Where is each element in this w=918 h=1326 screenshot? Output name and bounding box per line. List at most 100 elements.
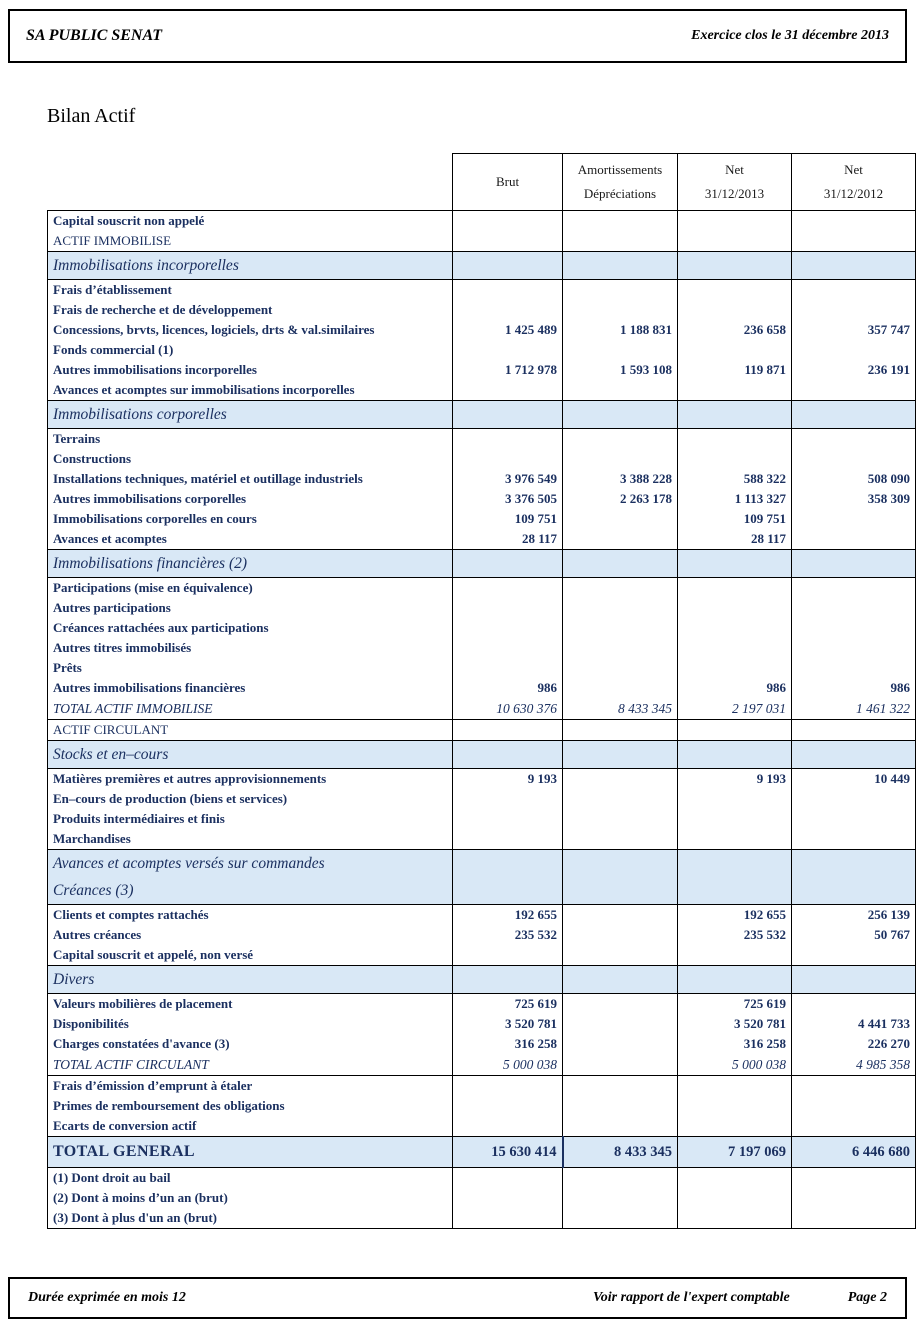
column-header-brut: Brut — [452, 153, 563, 211]
cell-brut — [452, 549, 563, 578]
row-label: Concessions, brvts, licences, logiciels,… — [47, 320, 453, 340]
cell-net-2012: 1 461 322 — [791, 698, 916, 720]
table-row: ACTIF IMMOBILISE — [47, 231, 916, 252]
cell-net-2013 — [677, 740, 792, 769]
cell-net-2012 — [791, 1208, 916, 1229]
cell-brut: 1 425 489 — [452, 320, 563, 340]
cell-net-2013 — [677, 945, 792, 966]
cell-net-2012 — [791, 618, 916, 638]
page-footer-band: Durée exprimée en mois 12 Voir rapport d… — [8, 1277, 907, 1319]
cell-net-2013 — [677, 577, 792, 598]
cell-brut: 1 712 978 — [452, 360, 563, 380]
cell-amortissements — [562, 993, 678, 1014]
cell-amortissements — [562, 549, 678, 578]
cell-amortissements — [562, 965, 678, 994]
cell-net-2012 — [791, 719, 916, 741]
page-header-band: SA PUBLIC SENAT Exercice clos le 31 déce… — [8, 9, 907, 63]
table-row: Créances (3) — [47, 877, 916, 905]
cell-net-2012: 256 139 — [791, 904, 916, 925]
cell-amortissements — [562, 1014, 678, 1034]
cell-net-2012 — [791, 658, 916, 678]
cell-amortissements: 1 593 108 — [562, 360, 678, 380]
row-label: Créances (3) — [47, 877, 453, 905]
cell-brut: 3 376 505 — [452, 489, 563, 509]
cell-net-2013: 1 113 327 — [677, 489, 792, 509]
cell-net-2012: 508 090 — [791, 469, 916, 489]
table-row: Immobilisations corporelles en cours 109 … — [47, 509, 916, 529]
cell-net-2013: 588 322 — [677, 469, 792, 489]
column-header-net-2013: Net 31/12/2013 — [677, 153, 792, 211]
row-label: Primes de remboursement des obligations — [47, 1096, 453, 1116]
cell-amortissements — [562, 740, 678, 769]
cell-amortissements — [562, 449, 678, 469]
cell-brut — [452, 849, 563, 877]
table-row: Autres créances 235 532 235 532 50 767 — [47, 925, 916, 945]
cell-brut: 9 193 — [452, 768, 563, 789]
table-row: Autres immobilisations financières 986 986… — [47, 678, 916, 698]
row-label: Charges constatées d'avance (3) — [47, 1034, 453, 1054]
cell-net-2012 — [791, 809, 916, 829]
cell-net-2012 — [791, 789, 916, 809]
table-header-row: Brut Amortissements Dépréciations Net 31… — [48, 153, 916, 211]
cell-brut — [452, 210, 563, 231]
table-row: Autres titres immobilisés — [47, 638, 916, 658]
cell-net-2013: 7 197 069 — [677, 1136, 792, 1168]
table-row: Immobilisations corporelles — [47, 400, 916, 429]
table-row: En–cours de production (biens et service… — [47, 789, 916, 809]
row-label: Avances et acomptes sur immobilisations … — [47, 380, 453, 401]
table-row: Créances rattachées aux participations — [47, 618, 916, 638]
cell-brut — [452, 1096, 563, 1116]
cell-brut — [452, 1116, 563, 1137]
cell-net-2013: 725 619 — [677, 993, 792, 1014]
cell-amortissements — [562, 340, 678, 360]
cell-amortissements — [562, 1075, 678, 1096]
cell-amortissements — [562, 1188, 678, 1208]
row-label: Prêts — [47, 658, 453, 678]
table-row: Avances et acomptes 28 117 28 117 — [47, 529, 916, 550]
cell-brut — [452, 428, 563, 449]
cell-brut — [452, 340, 563, 360]
cell-amortissements: 2 263 178 — [562, 489, 678, 509]
cell-net-2012: 10 449 — [791, 768, 916, 789]
cell-amortissements — [562, 945, 678, 966]
cell-net-2013 — [677, 658, 792, 678]
cell-net-2012 — [791, 829, 916, 850]
row-label: Avances et acomptes versés sur commandes — [47, 849, 453, 877]
cell-amortissements — [562, 925, 678, 945]
row-label: Clients et comptes rattachés — [47, 904, 453, 925]
table-row: Prêts — [47, 658, 916, 678]
table-row: Produits intermédiaires et finis — [47, 809, 916, 829]
table-row: Clients et comptes rattachés 192 655 192 6… — [47, 904, 916, 925]
row-label: Capital souscrit et appelé, non versé — [47, 945, 453, 966]
cell-brut — [452, 789, 563, 809]
cell-net-2013 — [677, 1116, 792, 1137]
cell-brut: 15 630 414 — [452, 1136, 564, 1168]
cell-brut — [452, 1167, 563, 1188]
cell-net-2012 — [791, 577, 916, 598]
cell-amortissements — [562, 638, 678, 658]
balance-table-body: Capital souscrit non appelé ACTIF IMMOBIL… — [47, 210, 916, 1229]
cell-amortissements — [562, 789, 678, 809]
cell-net-2012 — [791, 231, 916, 252]
cell-brut — [452, 300, 563, 320]
cell-net-2013 — [677, 1075, 792, 1096]
cell-net-2012 — [791, 945, 916, 966]
cell-amortissements — [562, 1208, 678, 1229]
cell-net-2012: 50 767 — [791, 925, 916, 945]
table-row: Immobilisations financières (2) — [47, 549, 916, 578]
cell-net-2012 — [791, 210, 916, 231]
cell-net-2013 — [677, 210, 792, 231]
cell-net-2013: 5 000 038 — [677, 1054, 792, 1076]
cell-net-2013 — [677, 231, 792, 252]
row-label: Participations (mise en équivalence) — [47, 577, 453, 598]
cell-net-2012 — [791, 251, 916, 280]
row-label: Capital souscrit non appelé — [47, 210, 453, 231]
row-label: Matières premières et autres approvision… — [47, 768, 453, 789]
row-label: ACTIF IMMOBILISE — [47, 231, 453, 252]
cell-amortissements — [562, 210, 678, 231]
table-row: (1) Dont droit au bail — [47, 1167, 916, 1188]
cell-brut — [452, 965, 563, 994]
balance-sheet-table: Brut Amortissements Dépréciations Net 31… — [47, 153, 916, 1229]
cell-brut — [452, 231, 563, 252]
cell-brut — [452, 740, 563, 769]
